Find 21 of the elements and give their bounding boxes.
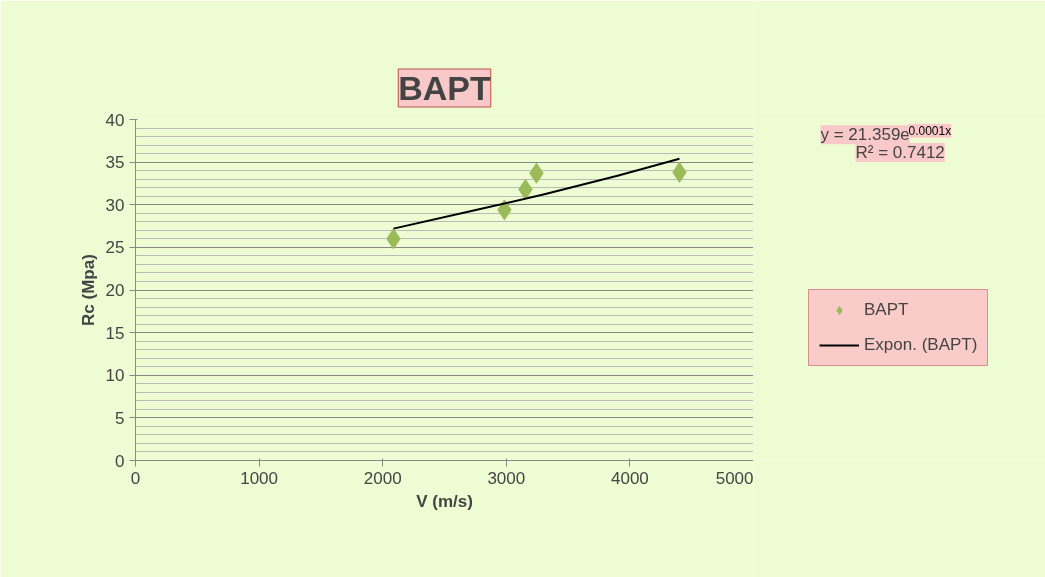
x-tick-label: 0	[130, 468, 141, 488]
x-tick-label: 4000	[610, 468, 649, 488]
y-axis-title: Rc (Mpa)	[78, 254, 98, 326]
y-tick-label: 25	[105, 238, 125, 258]
y-tick-label: 35	[105, 153, 125, 173]
y-tick-label: 40	[105, 110, 125, 130]
text: R² = 0.7412	[855, 143, 945, 163]
legend-label: Expon. (BAPT)	[864, 335, 978, 355]
y-tick-label: 0	[115, 451, 125, 471]
y-tick-label: 20	[105, 281, 125, 300]
y-tick-label: 10	[105, 366, 125, 386]
x-tick-label: 3000	[487, 468, 526, 488]
y-tick-label: 5	[115, 408, 125, 428]
x-tick-label: 5000	[715, 468, 754, 488]
x-axis-title: V (m/s)	[416, 491, 473, 511]
x-tick-label: 2000	[363, 468, 402, 488]
chart-title: BAPT	[398, 69, 492, 107]
y-tick-label: 30	[105, 195, 125, 215]
y-tick-label: 15	[105, 323, 125, 343]
legend-label: BAPT	[864, 300, 909, 320]
x-tick-label: 1000	[240, 468, 279, 488]
